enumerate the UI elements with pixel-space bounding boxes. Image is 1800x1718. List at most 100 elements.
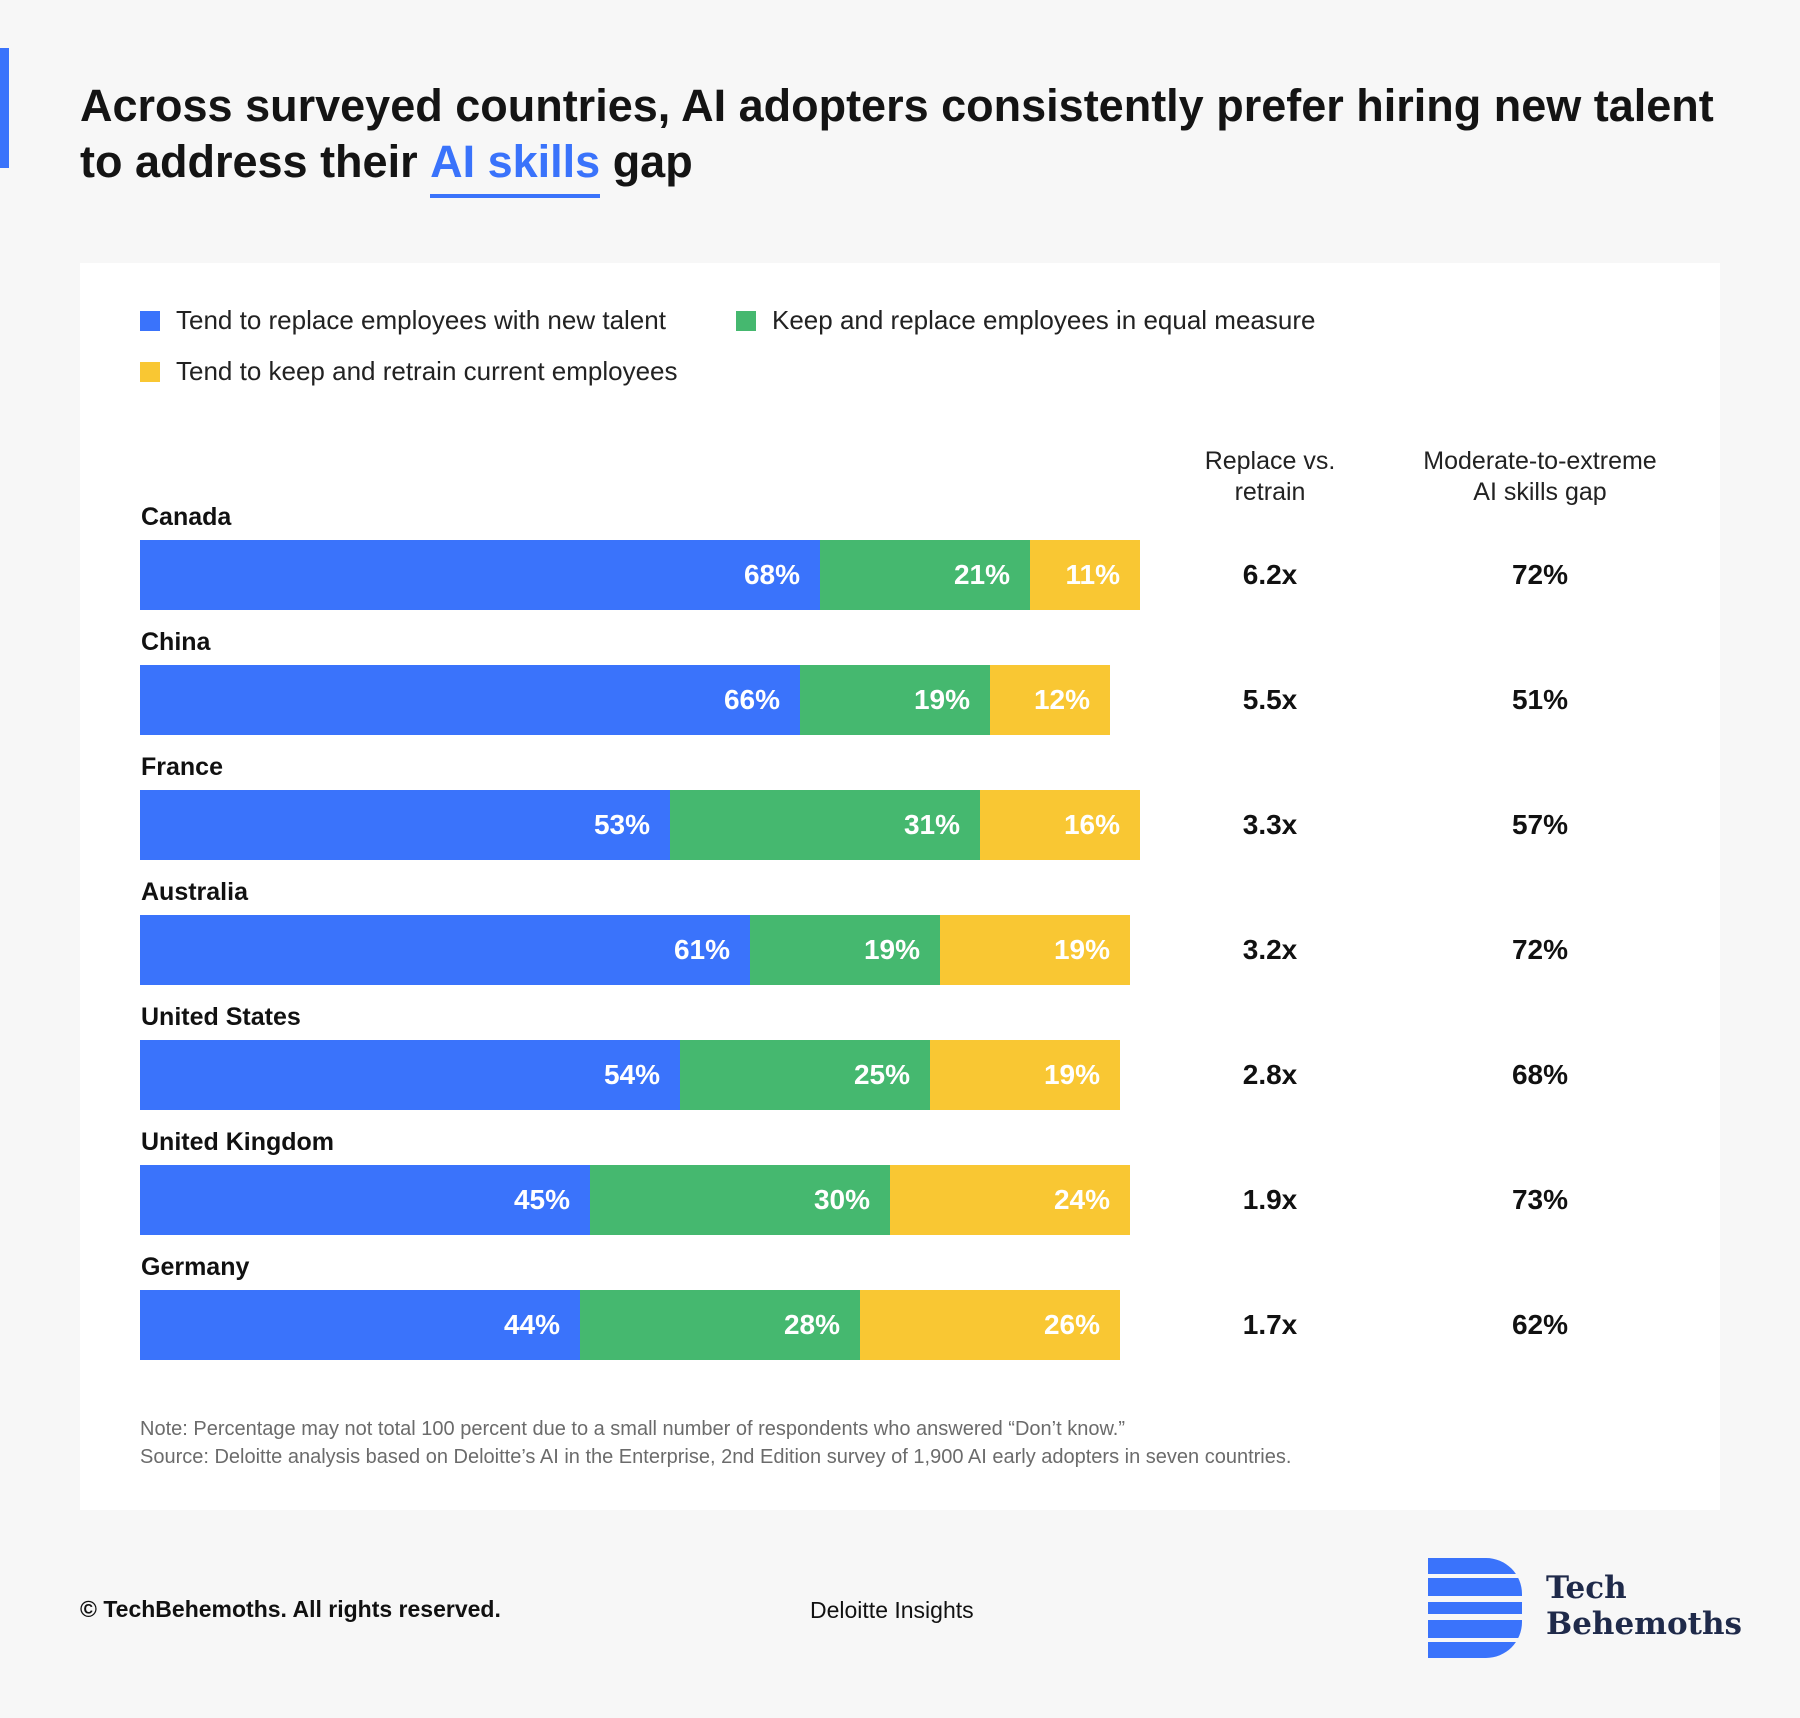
bar-china: 66% 19% 12%: [140, 665, 1110, 735]
column-header-ratio-line1: Replace vs.: [1204, 447, 1336, 475]
gap-value-france: 57%: [1511, 809, 1569, 840]
note-text: Note: Percentage may not total 100 perce…: [140, 1418, 1125, 1440]
tech-behemoths-logo-icon: [1428, 1558, 1522, 1658]
gap-value-australia: 72%: [1511, 934, 1569, 965]
ratio-value-canada: 6.2x: [1242, 559, 1298, 590]
legend-label-equal: Keep and replace employees in equal meas…: [772, 305, 1316, 335]
bar-france: 53% 31% 16%: [140, 790, 1140, 860]
column-header-replace-vs-retrain: Replace vs. retrain: [1170, 446, 1370, 508]
data-label-australia-equal: 19%: [863, 934, 920, 965]
bar-segment-australia-equal: 19%: [750, 915, 940, 985]
data-label-united-kingdom-retrain: 24%: [1053, 1184, 1110, 1215]
country-label-australia: Australia: [141, 878, 248, 906]
bar-segment-united-states-retrain: 19%: [930, 1040, 1120, 1110]
ratio-value-france: 3.3x: [1242, 809, 1298, 840]
ratio-value-united-kingdom: 1.9x: [1242, 1184, 1298, 1215]
ratio-value-germany: 1.7x: [1242, 1309, 1298, 1340]
country-label-canada: Canada: [141, 503, 232, 531]
data-label-united-states-equal: 25%: [853, 1059, 910, 1090]
legend-swatch-replace: [140, 310, 160, 331]
legend-item-retrain: Tend to keep and retrain current employe…: [140, 356, 678, 387]
legend-swatch-retrain: [140, 361, 160, 382]
data-label-canada-equal: 21%: [953, 559, 1010, 590]
data-label-china-retrain: 12%: [1033, 684, 1090, 715]
column-header-gap-line2: AI skills gap: [1473, 478, 1607, 506]
column-header-ratio-line2: retrain: [1234, 478, 1306, 506]
bar-segment-germany-equal: 28%: [580, 1290, 860, 1360]
bar-segment-united-kingdom-retrain: 24%: [890, 1165, 1130, 1235]
data-label-france-equal: 31%: [903, 809, 960, 840]
logo-line1: Tech: [1546, 1570, 1627, 1606]
title-end: gap: [600, 136, 693, 187]
title-text: Across surveyed countries, AI adopters c…: [80, 80, 1714, 187]
country-label-germany: Germany: [141, 1253, 250, 1281]
chart-card: Tend to replace employees with new talen…: [80, 263, 1720, 1510]
legend-label-replace: Tend to replace employees with new talen…: [176, 305, 666, 335]
source-text: Source: Deloitte analysis based on Deloi…: [140, 1446, 1292, 1468]
page-title: Across surveyed countries, AI adopters c…: [80, 78, 1720, 198]
bar-united-kingdom: 45% 30% 24%: [140, 1165, 1130, 1235]
legend-swatch-equal: [736, 310, 756, 331]
bar-australia: 61% 19% 19%: [140, 915, 1130, 985]
data-label-canada-replace: 68%: [743, 559, 800, 590]
country-label-united-states: United States: [141, 1003, 301, 1031]
bar-segment-germany-retrain: 26%: [860, 1290, 1120, 1360]
data-label-united-kingdom-replace: 45%: [513, 1184, 570, 1215]
bar-segment-united-kingdom-replace: 45%: [140, 1165, 590, 1235]
ratio-value-china: 5.5x: [1242, 684, 1298, 715]
data-label-united-kingdom-equal: 30%: [813, 1184, 870, 1215]
logo-wordmark: Tech Behemoths: [1546, 1570, 1742, 1642]
data-label-australia-replace: 61%: [673, 934, 730, 965]
bar-segment-china-replace: 66%: [140, 665, 800, 735]
data-label-germany-replace: 44%: [503, 1309, 560, 1340]
bar-segment-france-retrain: 16%: [980, 790, 1140, 860]
bar-segment-united-states-replace: 54%: [140, 1040, 680, 1110]
data-label-china-replace: 66%: [723, 684, 780, 715]
bar-canada: 68% 21% 11%: [140, 540, 1140, 610]
legend-label-retrain: Tend to keep and retrain current employe…: [176, 356, 678, 386]
source-brand: Deloitte Insights: [810, 1597, 974, 1623]
country-label-united-kingdom: United Kingdom: [141, 1128, 335, 1156]
data-label-united-states-retrain: 19%: [1043, 1059, 1100, 1090]
copyright-text: © TechBehemoths. All rights reserved.: [80, 1596, 501, 1622]
bar-segment-france-replace: 53%: [140, 790, 670, 860]
bar-segment-china-equal: 19%: [800, 665, 990, 735]
data-label-germany-retrain: 26%: [1043, 1309, 1100, 1340]
country-label-china: China: [141, 628, 211, 656]
bar-segment-australia-retrain: 19%: [940, 915, 1130, 985]
bar-segment-australia-replace: 61%: [140, 915, 750, 985]
bar-united-states: 54% 25% 19%: [140, 1040, 1120, 1110]
data-label-canada-retrain: 11%: [1065, 559, 1121, 590]
data-label-germany-equal: 28%: [783, 1309, 840, 1340]
accent-bar: [0, 48, 9, 168]
gap-value-united-kingdom: 73%: [1511, 1184, 1569, 1215]
data-label-united-states-replace: 54%: [603, 1059, 660, 1090]
gap-value-china: 51%: [1511, 684, 1569, 715]
chart-notes: Note: Percentage may not total 100 perce…: [140, 1415, 1291, 1471]
data-label-france-retrain: 16%: [1063, 809, 1120, 840]
bar-segment-canada-equal: 21%: [820, 540, 1030, 610]
ratio-value-united-states: 2.8x: [1242, 1059, 1298, 1090]
country-label-france: France: [141, 753, 223, 781]
gap-value-united-states: 68%: [1511, 1059, 1569, 1090]
legend-item-replace: Tend to replace employees with new talen…: [140, 305, 666, 336]
logo-line2: Behemoths: [1546, 1606, 1742, 1642]
bar-segment-united-states-equal: 25%: [680, 1040, 930, 1110]
data-label-australia-retrain: 19%: [1053, 934, 1110, 965]
bar-segment-france-equal: 31%: [670, 790, 980, 860]
column-header-gap-line1: Moderate-to-extreme: [1423, 447, 1657, 475]
bar-segment-canada-retrain: 11%: [1030, 540, 1140, 610]
bar-segment-china-retrain: 12%: [990, 665, 1110, 735]
bar-germany: 44% 28% 26%: [140, 1290, 1120, 1360]
data-label-france-replace: 53%: [593, 809, 650, 840]
title-highlight: AI skills: [430, 139, 601, 198]
gap-value-canada: 72%: [1511, 559, 1569, 590]
legend-item-equal: Keep and replace employees in equal meas…: [736, 305, 1315, 336]
data-label-china-equal: 19%: [913, 684, 970, 715]
bar-segment-canada-replace: 68%: [140, 540, 820, 610]
column-header-ai-skills-gap: Moderate-to-extreme AI skills gap: [1380, 446, 1700, 508]
bar-segment-germany-replace: 44%: [140, 1290, 580, 1360]
gap-value-germany: 62%: [1511, 1309, 1569, 1340]
bar-segment-united-kingdom-equal: 30%: [590, 1165, 890, 1235]
ratio-value-australia: 3.2x: [1242, 934, 1298, 965]
